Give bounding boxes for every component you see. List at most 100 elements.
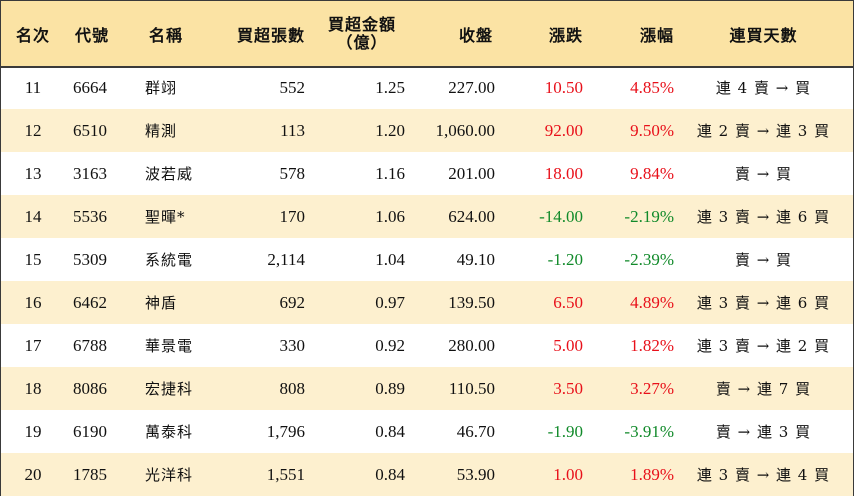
name-cell: 萬泰科 [145, 423, 194, 441]
change-pct-cell: 1.89% [630, 464, 674, 484]
amount-cell: 1.16 [375, 163, 405, 183]
change-cell: 10.50 [544, 77, 583, 97]
close-cell: 1,060.00 [435, 120, 496, 140]
table-row: 20 1785 光洋科 1,551 0.84 53.90 1.00 1.89% 連 3 賣 → … [1, 453, 853, 496]
volume-cell: 808 [279, 378, 306, 398]
table-row: 19 6190 萬泰科 1,796 0.84 46.70 -1.90 -3.91% 賣 → 連 … [1, 410, 853, 453]
change-cell: 3.50 [553, 378, 583, 398]
rank-cell: 13 [24, 163, 42, 183]
amount-cell: 1.04 [375, 249, 405, 269]
volume-cell: 2,114 [267, 249, 305, 269]
streak-cell: 賣 → 買 [734, 251, 793, 269]
change-pct-cell: 9.50% [630, 120, 674, 140]
name-cell: 波若威 [145, 165, 194, 183]
code-cell: 6462 [73, 292, 107, 312]
rank-cell: 17 [24, 335, 42, 355]
streak-cell: 連 4 賣 → 買 [715, 79, 812, 97]
volume-cell: 692 [279, 292, 306, 312]
change-cell: 5.00 [553, 335, 583, 355]
name-cell: 華景電 [145, 337, 194, 355]
volume-cell: 330 [279, 335, 306, 355]
volume-cell: 170 [279, 206, 306, 226]
name-cell: 宏捷科 [145, 380, 194, 398]
code-cell: 1785 [73, 464, 107, 484]
code-cell: 6788 [73, 335, 107, 355]
volume-cell: 552 [279, 77, 306, 97]
name-cell: 群翊 [145, 79, 178, 97]
streak-cell: 賣 → 連 7 買 [715, 380, 812, 398]
name-cell: 精測 [145, 122, 178, 140]
streak-cell: 連 2 賣 → 連 3 買 [696, 122, 831, 140]
rank-cell: 15 [24, 249, 42, 269]
change-pct-cell: -3.91% [624, 421, 674, 441]
rank-cell: 14 [24, 206, 42, 226]
change-cell: -1.20 [547, 249, 583, 269]
rank-cell: 11 [24, 77, 42, 97]
table-row: 17 6788 華景電 330 0.92 280.00 5.00 1.82% 連 3 賣 → 連… [1, 324, 853, 367]
volume-cell: 1,551 [266, 464, 305, 484]
change-pct-cell: -2.19% [624, 206, 674, 226]
change-pct-cell: -2.39% [624, 249, 674, 269]
rank-cell: 12 [24, 120, 42, 140]
change-cell: 6.50 [553, 292, 583, 312]
name-cell: 聖暉* [145, 208, 186, 226]
change-pct-cell: 9.84% [630, 163, 674, 183]
table-row: 11 6664 群翊 552 1.25 227.00 10.50 4.85% 連 4 賣 → 買 [1, 66, 853, 109]
close-cell: 139.50 [448, 292, 495, 312]
change-pct-cell: 1.82% [630, 335, 674, 355]
code-cell: 6664 [73, 77, 107, 97]
amount-cell: 0.89 [375, 378, 405, 398]
code-cell: 6190 [73, 421, 107, 441]
header-close: 收盤 [458, 25, 493, 45]
table-row: 13 3163 波若威 578 1.16 201.00 18.00 9.84% 賣 → 買 [1, 152, 853, 195]
change-cell: 1.00 [553, 464, 583, 484]
volume-cell: 113 [280, 120, 305, 140]
amount-cell: 0.97 [375, 292, 405, 312]
volume-cell: 1,796 [266, 421, 305, 441]
code-cell: 8086 [73, 378, 107, 398]
amount-cell: 1.06 [375, 206, 405, 226]
code-cell: 5309 [73, 249, 107, 269]
change-pct-cell: 4.89% [630, 292, 674, 312]
streak-cell: 賣 → 買 [734, 165, 793, 183]
header-rank: 名次 [15, 25, 50, 45]
table-row: 16 6462 神盾 692 0.97 139.50 6.50 4.89% 連 3 賣 → 連 … [1, 281, 853, 324]
header-name: 名稱 [149, 25, 184, 45]
streak-cell: 連 3 賣 → 連 2 買 [696, 337, 831, 355]
close-cell: 227.00 [448, 77, 495, 97]
code-cell: 5536 [73, 206, 107, 226]
close-cell: 201.00 [448, 163, 495, 183]
close-cell: 624.00 [448, 206, 495, 226]
streak-cell: 賣 → 連 3 買 [715, 423, 812, 441]
rank-cell: 20 [24, 464, 42, 484]
header-amount-unit: （億） [336, 32, 388, 52]
table-row: 14 5536 聖暉* 170 1.06 624.00 -14.00 -2.19% 連 3 賣 … [1, 195, 853, 238]
change-pct-cell: 4.85% [630, 77, 674, 97]
code-cell: 6510 [73, 120, 107, 140]
name-cell: 光洋科 [145, 466, 194, 484]
change-cell: -14.00 [539, 206, 583, 226]
header-change: 漲跌 [548, 25, 583, 45]
header-code: 代號 [75, 25, 110, 45]
rank-cell: 16 [24, 292, 42, 312]
rank-cell: 18 [24, 378, 42, 398]
header-amount-line1: 買超金額 [327, 14, 396, 34]
rank-cell: 19 [24, 421, 42, 441]
streak-cell: 連 3 賣 → 連 6 買 [696, 294, 831, 312]
header-amount: 買超金額 （億） [305, 1, 405, 66]
header-volume: 買超張數 [236, 25, 305, 45]
amount-cell: 1.25 [375, 77, 405, 97]
volume-cell: 578 [279, 163, 306, 183]
table-header: 名次 代號 名稱 買超張數 買超金額 （億） 收盤 漲跌 漲幅 連買天數 [1, 1, 853, 68]
streak-cell: 連 3 賣 → 連 4 買 [696, 466, 831, 484]
amount-cell: 0.84 [375, 421, 405, 441]
close-cell: 110.50 [448, 378, 495, 398]
close-cell: 53.90 [456, 464, 495, 484]
header-streak: 連買天數 [729, 25, 798, 45]
amount-cell: 0.92 [375, 335, 405, 355]
change-cell: 18.00 [544, 163, 583, 183]
name-cell: 神盾 [145, 294, 178, 312]
table-row: 15 5309 系統電 2,114 1.04 49.10 -1.20 -2.39% 賣 → 買 [1, 238, 853, 281]
amount-cell: 1.20 [375, 120, 405, 140]
